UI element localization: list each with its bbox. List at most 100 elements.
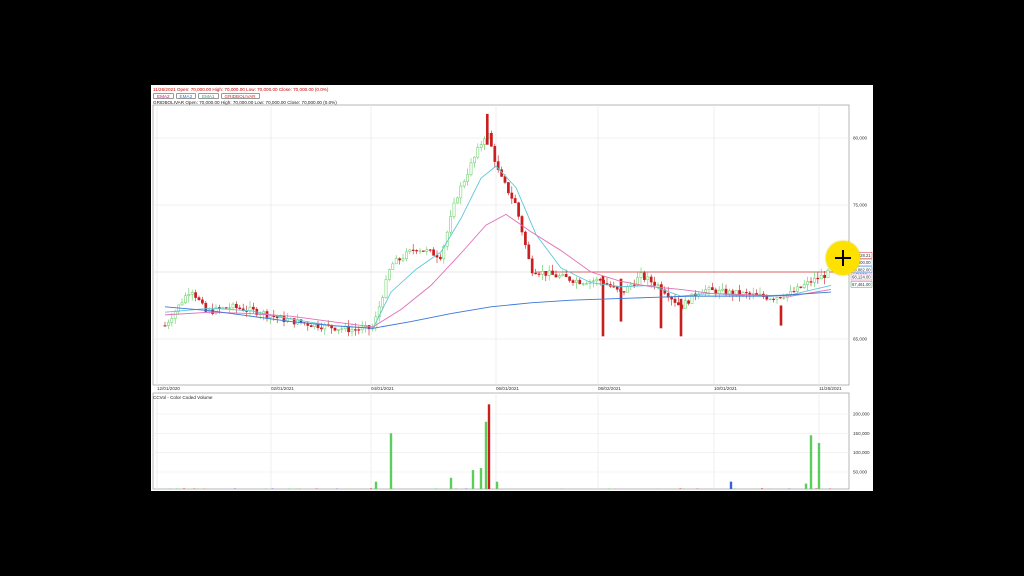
candle [571,280,575,283]
volume-bar [471,470,475,489]
volume-bar [389,433,393,489]
chart-window: 80,00075,00070,00065,00012/01/202002/01/… [151,85,873,491]
candle [231,303,235,308]
x-tick-label: 12/01/2020 [157,386,180,391]
volume-panel [152,392,850,490]
tab-gridbolivar[interactable]: GRIDBOLIVAR [220,93,260,99]
candle [398,258,401,261]
candle [483,138,486,145]
candle [585,283,588,285]
candle [775,297,779,300]
volume-bar [487,404,491,489]
candle [575,279,578,283]
candle [558,275,561,278]
candle [330,324,333,329]
candle [490,132,493,147]
candle [445,231,449,247]
price-tag-label: 70,828.21 [852,253,871,258]
candle [595,278,599,282]
candle [679,298,683,337]
volume-bar [374,481,378,489]
candle [340,328,344,330]
candle [347,325,350,333]
candle [619,278,623,322]
candle [782,297,786,299]
candle [449,216,452,233]
tab-ema1[interactable]: EMA1 [198,93,219,99]
candle [479,144,483,148]
candle [510,192,514,199]
volume-bar [434,488,437,489]
tab-ema3[interactable]: EMA3 [175,93,197,99]
volume-bar [370,488,372,489]
price-tag [850,280,873,288]
candle [554,274,558,278]
candle [442,245,446,260]
candle [201,299,204,304]
price-tag [850,273,873,281]
candle [238,307,242,309]
candle [765,296,769,300]
candle [275,316,279,319]
candle [564,274,568,278]
candle [755,293,758,295]
candle [367,325,371,330]
volume-tick-label: 100,000 [853,450,870,455]
candle [197,297,201,301]
candle [486,113,489,145]
candle [799,286,803,288]
candle [462,181,466,187]
volume-bar [479,468,483,489]
candle [418,250,422,252]
candle [384,279,388,298]
candle [551,270,554,275]
candle [639,272,643,278]
price-tag-label: 68,124.00 [852,275,871,280]
candle [741,292,745,296]
candle [578,279,582,285]
tab-ema2[interactable]: EMA2 [153,93,174,99]
candle [677,302,680,306]
volume-tick-label: 150,000 [853,431,870,436]
candle [357,329,361,331]
x-tick-label: 04/01/2021 [371,386,394,391]
candle [190,292,194,295]
candle [269,315,272,318]
candle [187,294,191,297]
candle [751,293,755,295]
candle [813,277,816,283]
candle [534,272,537,275]
candle [601,276,605,337]
candle [435,255,439,258]
candle [286,318,289,323]
candle [211,309,214,314]
candle [711,287,714,291]
candle [792,290,796,293]
price-volume-chart[interactable]: 80,00075,00070,00065,00012/01/202002/01/… [151,85,873,491]
candle [381,297,384,308]
candle [537,273,541,275]
x-tick-label: 11/26/2021 [819,386,842,391]
candle [194,292,197,298]
candle [527,244,531,260]
candle [456,197,459,204]
candle [561,274,565,276]
candle [469,162,473,175]
candle [524,231,527,246]
candle [796,286,799,292]
candle [626,286,629,293]
cursor-highlight-icon [826,241,860,275]
candle [513,198,517,204]
candle [683,300,687,309]
candle [452,202,456,217]
candle [646,276,650,280]
candle [806,281,809,285]
candle [235,303,238,309]
ema3-line [164,291,832,329]
candle [354,329,357,331]
candle [643,272,646,280]
indicator-tabs: EMA2 EMA3 EMA1 GRIDBOLIVAR [153,93,260,99]
candle [214,307,218,314]
candle [809,281,813,283]
candle [422,250,425,252]
